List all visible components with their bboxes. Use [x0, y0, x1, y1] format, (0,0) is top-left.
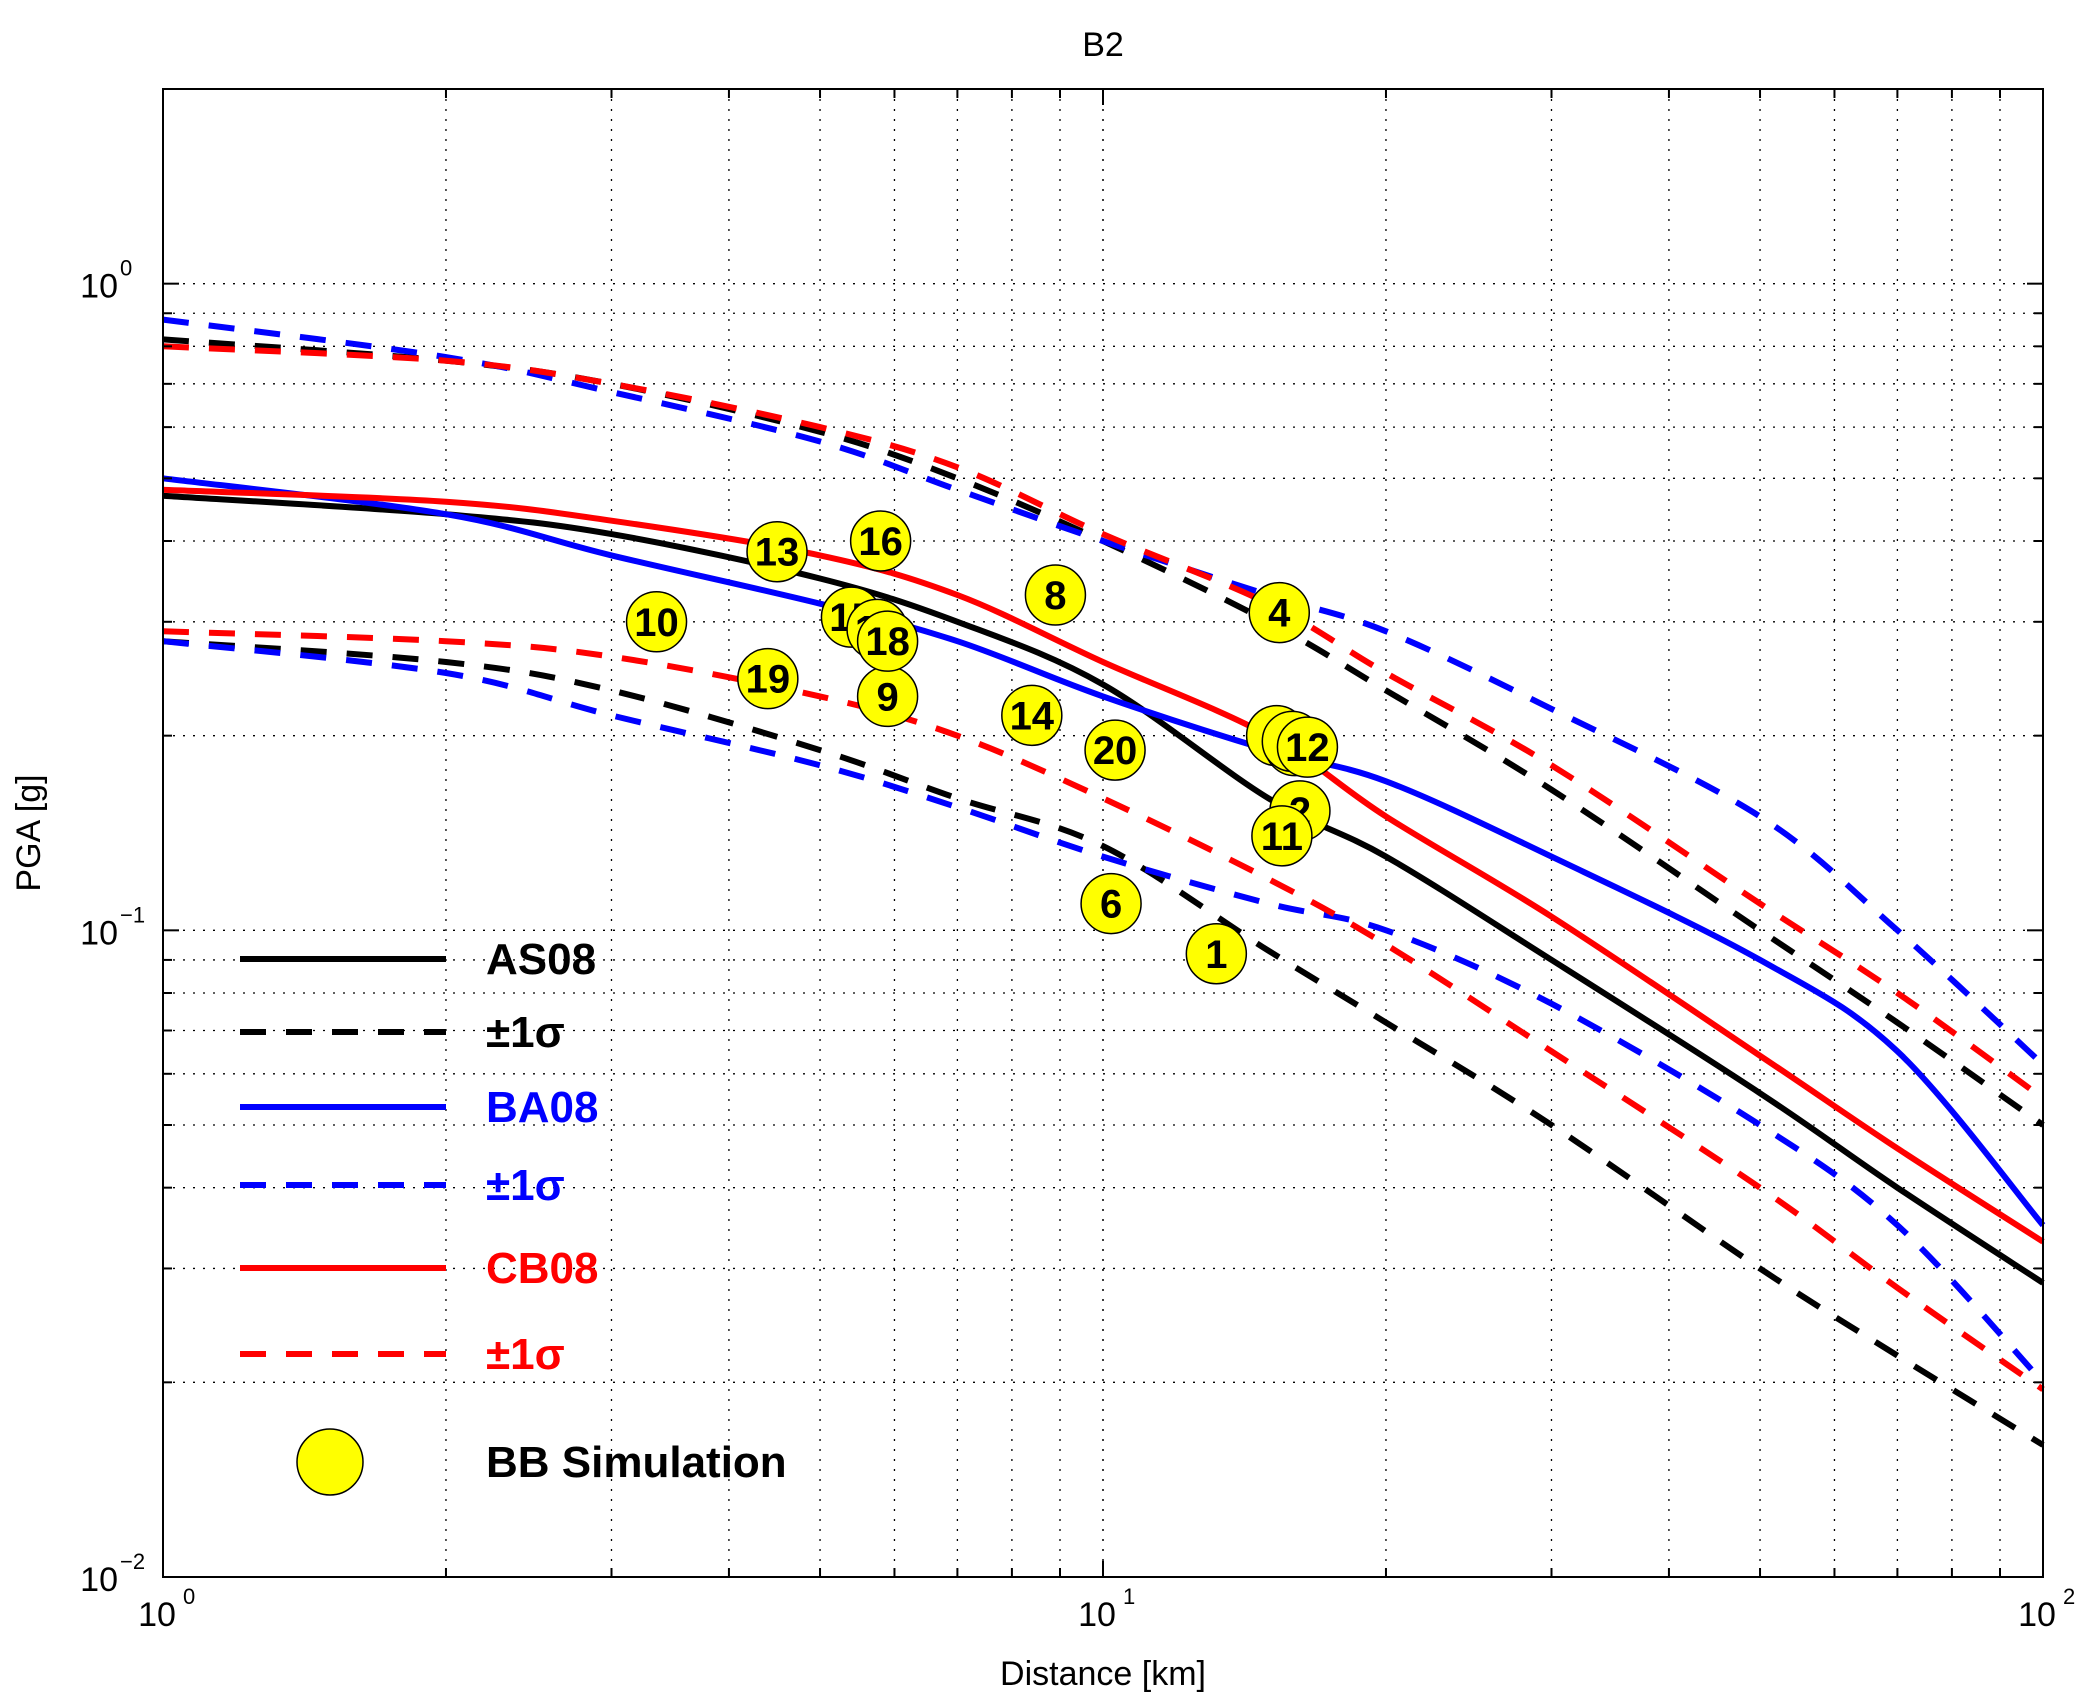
- sim-marker-label: 10: [634, 601, 679, 645]
- legend-label: ±1σ: [486, 1161, 565, 1210]
- legend: AS08 ±1σ BA08 ±1σ CB08 ±1σ BB Simulation: [240, 935, 787, 1496]
- curve-cb08-lower: [162, 628, 2045, 1392]
- x-tick-label: 10 0: [138, 1584, 195, 1634]
- y-tick-label: 10 0: [80, 256, 132, 306]
- y-tick-label: 10 −2: [80, 1549, 145, 1599]
- legend-entry: CB08: [240, 1244, 599, 1293]
- legend-marker: [296, 1428, 364, 1496]
- x-tick-exponent: 1: [1123, 1584, 1135, 1609]
- y-tick-base: 10: [80, 1561, 118, 1599]
- sim-point-12: 12: [1276, 716, 1339, 778]
- sim-marker: [625, 591, 688, 653]
- y-tick-label: 10 −1: [80, 902, 145, 952]
- sim-marker-label: 6: [1100, 883, 1122, 927]
- x-tick-exponent: 2: [2063, 1584, 2075, 1609]
- curve-ba08-median: [162, 475, 2046, 1228]
- chart-title: B2: [1082, 26, 1124, 64]
- sim-point-1: 1: [1185, 923, 1248, 985]
- y-tick-exponent: 0: [120, 256, 132, 281]
- legend-entry: ±1σ: [240, 1008, 565, 1057]
- sim-marker-label: 11: [1261, 815, 1303, 859]
- sim-marker-label: 19: [746, 658, 791, 702]
- sim-marker: [737, 647, 799, 710]
- curve-as08-lower: [162, 638, 2045, 1448]
- sim-marker: [1251, 805, 1313, 867]
- sim-point-19: 19: [737, 647, 799, 710]
- legend-entry: BB Simulation: [296, 1428, 787, 1496]
- sim-point-14: 14: [1001, 684, 1063, 747]
- sim-point-9: 9: [856, 665, 919, 728]
- sim-marker: [1080, 872, 1142, 935]
- sim-point-6: 6: [1080, 872, 1142, 935]
- legend-entry: AS08: [240, 935, 596, 984]
- sim-marker: [1001, 684, 1063, 747]
- sim-marker: [1248, 581, 1311, 644]
- x-tick-label: 10 1: [1078, 1584, 1135, 1634]
- y-tick-base: 10: [80, 914, 118, 952]
- sim-marker: [1024, 564, 1087, 626]
- sim-marker-label: 12: [1285, 726, 1330, 770]
- y-tick-base: 10: [80, 268, 118, 306]
- x-tick-exponent: 0: [183, 1584, 195, 1609]
- sim-point-20: 20: [1084, 719, 1146, 781]
- curve-ba08-upper: [162, 316, 2046, 1067]
- legend-label: BB Simulation: [486, 1438, 787, 1487]
- curve-layer: [162, 316, 2046, 1448]
- x-tick-base: 10: [1078, 1596, 1116, 1634]
- sim-marker: [1185, 923, 1248, 985]
- sim-point-18: 18: [856, 610, 919, 672]
- legend-entry: BA08: [240, 1083, 599, 1132]
- sim-marker: [849, 510, 912, 572]
- tick-layer: 10 0 10 1 10 210 −210 −110 0: [80, 88, 2075, 1634]
- sim-point-13: 13: [746, 520, 808, 583]
- sim-point-11: 11: [1251, 805, 1313, 867]
- sim-marker-label: 8: [1044, 574, 1066, 618]
- x-axis-title: Distance [km]: [1000, 1655, 1206, 1693]
- curve-as08-median: [162, 492, 2045, 1286]
- sim-point-4: 4: [1248, 581, 1311, 644]
- sim-marker-label: 16: [858, 520, 903, 564]
- sim-point-10: 10: [625, 591, 688, 653]
- legend-entry: ±1σ: [240, 1330, 565, 1379]
- legend-label: BA08: [486, 1083, 599, 1132]
- x-tick-label: 10 2: [2018, 1584, 2075, 1634]
- legend-label: ±1σ: [486, 1330, 565, 1379]
- curve-ba08-lower: [162, 638, 2046, 1385]
- legend-entry: ±1σ: [240, 1161, 565, 1210]
- legend-label: AS08: [486, 935, 596, 984]
- sim-marker-label: 20: [1093, 729, 1138, 773]
- legend-label: ±1σ: [486, 1008, 565, 1057]
- sim-point-16: 16: [849, 510, 912, 572]
- sim-marker-label: 13: [755, 531, 800, 575]
- sim-marker: [1084, 719, 1146, 781]
- legend-label: CB08: [486, 1244, 599, 1293]
- sim-marker: [856, 610, 919, 672]
- point-layer: 1234567891011121314151617181920: [625, 510, 1339, 985]
- y-axis-title: PGA [g]: [10, 774, 48, 891]
- sim-point-8: 8: [1024, 564, 1087, 626]
- sim-marker-label: 9: [876, 675, 898, 719]
- x-tick-base: 10: [2018, 1596, 2056, 1634]
- y-tick-exponent: −2: [120, 1549, 145, 1574]
- sim-marker: [746, 520, 808, 583]
- sim-marker-label: 1: [1205, 933, 1227, 977]
- curve-cb08-median: [162, 486, 2045, 1245]
- sim-marker-label: 18: [865, 620, 910, 664]
- x-tick-base: 10: [138, 1596, 176, 1634]
- sim-marker: [1276, 716, 1339, 778]
- sim-marker-label: 4: [1268, 592, 1291, 636]
- y-tick-exponent: −1: [120, 902, 145, 927]
- sim-marker-label: 14: [1010, 694, 1055, 738]
